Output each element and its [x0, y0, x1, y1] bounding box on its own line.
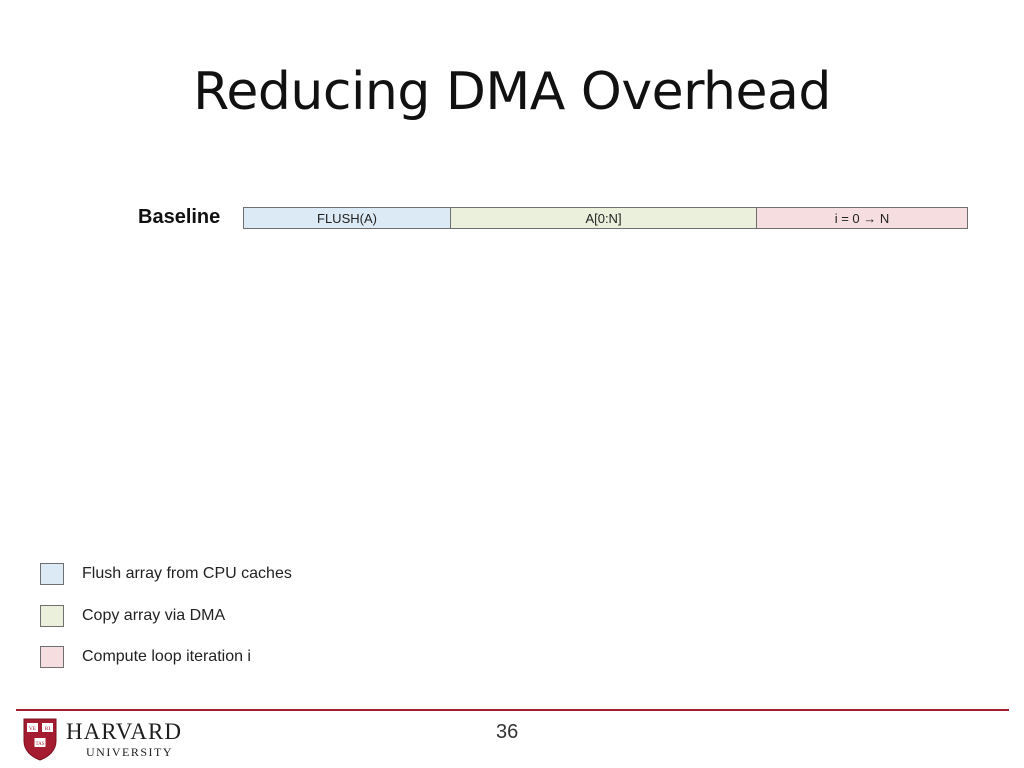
copy-swatch — [40, 604, 64, 627]
flush-segment: FLUSH(A) — [244, 208, 450, 228]
slide-title: Reducing DMA Overhead — [193, 62, 831, 122]
harvard-wordmark: HARVARD UNIVERSITY — [66, 720, 182, 758]
legend: Flush array from CPU caches Copy array v… — [40, 561, 292, 686]
copy-segment-label: A[0:N] — [585, 210, 622, 226]
harvard-shield-icon: VE RI TAS — [23, 718, 57, 761]
compute-segment: i = 0 → N — [756, 208, 967, 228]
baseline-label: Baseline — [138, 206, 221, 228]
legend-item-compute: Compute loop iteration i — [40, 644, 292, 670]
compute-swatch — [40, 646, 64, 668]
footer-divider — [16, 709, 1009, 711]
flush-segment-label: FLUSH(A) — [317, 210, 377, 226]
wordmark-harvard: HARVARD — [66, 719, 182, 744]
shield-text-ve: VE — [29, 726, 37, 732]
wordmark-university: UNIVERSITY — [86, 745, 173, 759]
copy-segment: A[0:N] — [450, 208, 756, 228]
legend-item-copy: Copy array via DMA — [40, 603, 292, 629]
legend-label: Compute loop iteration i — [82, 648, 251, 665]
shield-text-ri: RI — [45, 726, 51, 732]
page-number: 36 — [496, 721, 519, 743]
legend-item-flush: Flush array from CPU caches — [40, 561, 292, 587]
harvard-logo: VE RI TAS HARVARD UNIVERSITY — [22, 717, 182, 761]
legend-label: Flush array from CPU caches — [82, 565, 292, 582]
shield-text-tas: TAS — [35, 742, 44, 747]
flush-swatch — [40, 563, 64, 585]
compute-segment-label: i = 0 → N — [834, 210, 890, 226]
legend-label: Copy array via DMA — [82, 606, 226, 624]
baseline-timeline: FLUSH(A) A[0:N] i = 0 → N — [243, 207, 968, 229]
